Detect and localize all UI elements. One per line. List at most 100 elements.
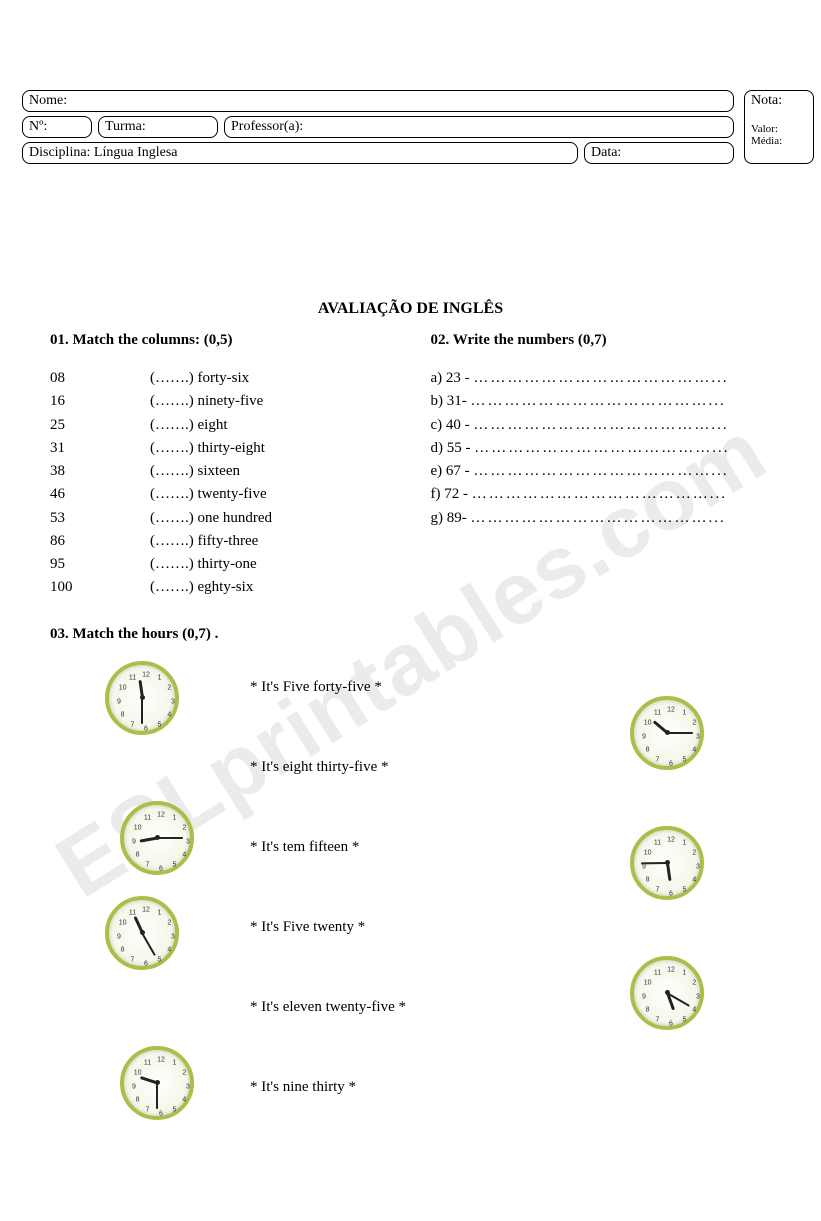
clock-numeral: 7 [131,721,135,728]
media-label: Média: [751,135,807,147]
ex02-label: b) 31- [431,393,471,409]
clock-numeral: 1 [158,675,162,682]
clock-numeral: 11 [654,970,661,977]
clock-numeral: 2 [692,850,696,857]
clock-numeral: 3 [186,1083,190,1090]
clock-numeral: 7 [656,756,660,763]
ex02-label: e) 67 - [431,463,474,479]
ex02-row: b) 31- ……………………………………... [431,390,772,413]
ex01-word: (…….) sixteen [150,460,240,483]
ex02-label: d) 55 - [431,440,475,456]
clock-numeral: 1 [173,815,177,822]
clock: 123456789101112 [120,1046,194,1120]
exercise-03: 03. Match the hours (0,7) . * It's Five … [50,626,771,1221]
clock-face: 123456789101112 [120,1046,194,1120]
ex01-word: (…….) thirty-one [150,553,257,576]
field-nome: Nome: [22,90,734,112]
page-title: AVALIAÇÃO DE INGLÊS [20,300,801,318]
clock-numeral: 8 [646,747,650,754]
clock-face: 123456789101112 [630,826,704,900]
clock-numeral: 5 [683,1016,687,1023]
clock-numeral: 10 [644,980,652,987]
field-disciplina: Disciplina: Língua Inglesa [22,142,578,164]
clock-numeral: 7 [146,861,150,868]
ex01-word: (…….) ninety-five [150,390,263,413]
ex02-dots: ……………………………………... [471,393,726,409]
clock-numeral: 4 [167,947,171,954]
clock-numeral: 10 [119,920,127,927]
ex01-word: (…….) forty-six [150,367,249,390]
field-nota: Nota: Valor: Média: [744,90,814,164]
ex01-row: 08(…….) forty-six [50,367,391,390]
clock-numeral: 4 [167,712,171,719]
clock-numeral: 4 [692,1007,696,1014]
clock-numeral: 12 [667,836,675,843]
clock-pin [665,860,670,865]
clock-numeral: 6 [669,1020,673,1027]
ex01-row: 25(…….) eight [50,414,391,437]
clock-numeral: 8 [646,877,650,884]
minute-hand [667,732,693,734]
clock-numeral: 5 [173,861,177,868]
clock-numeral: 2 [167,685,171,692]
clock-numeral: 7 [656,886,660,893]
time-phrase: * It's tem fifteen * [250,839,359,856]
ex01-row: 86(…….) fifty-three [50,530,391,553]
time-phrase: * It's eight thirty-five * [250,759,389,776]
ex01-number: 86 [50,530,150,553]
clock-numeral: 11 [654,840,661,847]
ex01-number: 16 [50,390,150,413]
clock-numeral: 11 [654,710,661,717]
clock: 123456789101112 [630,956,704,1030]
clock-numeral: 3 [186,838,190,845]
clock-numeral: 8 [646,1007,650,1014]
clock-numeral: 1 [683,970,687,977]
clock-numeral: 5 [683,886,687,893]
time-phrase: * It's nine thirty * [250,1079,356,1096]
clock-numeral: 11 [144,1060,151,1067]
ex02-dots: ……………………………………... [472,486,727,502]
clock-numeral: 12 [667,706,675,713]
clock-numeral: 4 [692,877,696,884]
valor-label: Valor: [751,123,807,135]
clock-face: 123456789101112 [105,896,179,970]
clock: 123456789101112 [105,896,179,970]
clock-numeral: 10 [644,850,652,857]
ex02-row: d) 55 - ……………………………………... [431,437,772,460]
clock-numeral: 9 [117,933,121,940]
ex01-row: 95(…….) thirty-one [50,553,391,576]
ex02-row: a) 23 - ……………………………………... [431,367,772,390]
exercise-02: 02. Write the numbers (0,7) a) 23 - …………… [431,332,772,600]
clock-numeral: 8 [136,1097,140,1104]
ex01-number: 53 [50,507,150,530]
clock-pin [140,695,145,700]
ex01-row: 46(…….) twenty-five [50,483,391,506]
time-phrase: * It's Five forty-five * [250,679,382,696]
clock-numeral: 7 [146,1106,150,1113]
clock-numeral: 12 [667,966,675,973]
clock-numeral: 3 [171,698,175,705]
clock-numeral: 6 [669,890,673,897]
clock-numeral: 12 [142,671,150,678]
clock-numeral: 9 [642,993,646,1000]
ex02-dots: ……………………………………... [473,463,728,479]
clock-numeral: 1 [683,710,687,717]
clock-numeral: 12 [142,906,150,913]
ex01-number: 46 [50,483,150,506]
worksheet-page: ESLprintables.com Nome: Nº: Turma: Profe… [0,0,821,1221]
ex01-row: 38(…….) sixteen [50,460,391,483]
ex01-row: 31(…….) thirty-eight [50,437,391,460]
hour-hand [666,862,671,880]
clock-numeral: 4 [182,1097,186,1104]
clock: 123456789101112 [105,661,179,735]
field-data: Data: [584,142,734,164]
time-phrase: * It's Five twenty * [250,919,365,936]
clock-numeral: 8 [121,947,125,954]
clock-pin [140,930,145,935]
clock-numeral: 1 [173,1060,177,1067]
ex01-number: 08 [50,367,150,390]
clock-numeral: 2 [182,825,186,832]
clock-numeral: 5 [683,756,687,763]
clock-numeral: 10 [644,720,652,727]
ex02-row: g) 89- ……………………………………... [431,507,772,530]
